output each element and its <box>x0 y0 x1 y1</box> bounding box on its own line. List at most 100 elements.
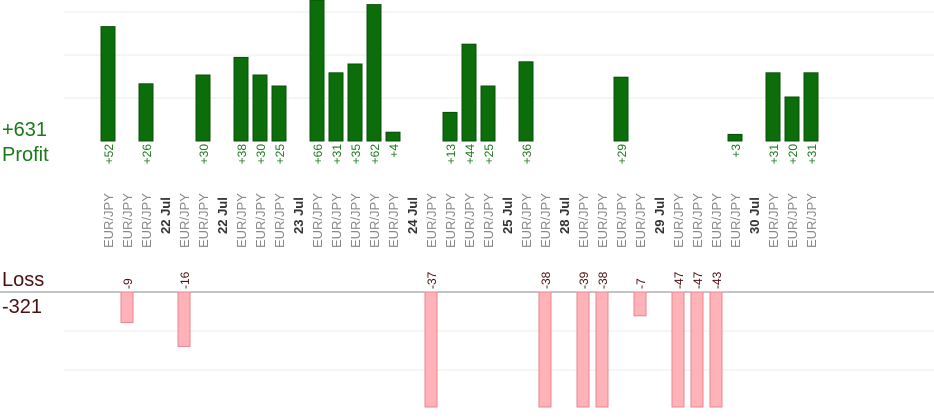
loss-bar <box>424 291 438 408</box>
pair-label: EUR/JPY <box>481 193 496 248</box>
profit-bar <box>309 0 325 142</box>
loss-bar <box>120 291 134 324</box>
profit-bar <box>727 133 743 142</box>
profit-bar <box>252 74 268 142</box>
profit-value-label: +31 <box>330 144 344 165</box>
pair-label: EUR/JPY <box>519 193 534 248</box>
loss-bar <box>177 291 191 347</box>
pair-label: EUR/JPY <box>595 193 610 248</box>
loss-bar <box>538 291 552 408</box>
date-label: 23 Jul <box>291 197 306 234</box>
loss-value-label: -47 <box>672 271 686 289</box>
profit-bar <box>480 85 496 142</box>
profit-value-label: +25 <box>482 144 496 165</box>
pair-label: EUR/JPY <box>139 193 154 248</box>
pair-label: EUR/JPY <box>728 193 743 248</box>
pair-label: EUR/JPY <box>671 193 686 248</box>
bars <box>100 0 819 408</box>
profit-bar <box>347 63 363 142</box>
loss-bar <box>576 291 590 408</box>
value-labels: +52 -9 +26 -16 +30 +38 +30 +25 +66 +31 +35 +62 +4 -37… <box>102 144 819 289</box>
pair-label: EUR/JPY <box>424 193 439 248</box>
date-label: 30 Jul <box>747 197 762 234</box>
loss-value-label: -47 <box>691 271 705 289</box>
profit-value-label: +36 <box>520 144 534 165</box>
profit-value-label: +20 <box>786 144 800 165</box>
loss-value-label: -43 <box>710 271 724 289</box>
profit-value-label: +52 <box>102 144 116 165</box>
total-loss-label: -321 <box>2 296 43 318</box>
profit-value-label: +35 <box>349 144 363 165</box>
profit-title: Profit <box>2 144 49 166</box>
profit-bar <box>100 26 116 142</box>
pair-label: EUR/JPY <box>462 193 477 248</box>
profit-value-label: +3 <box>729 144 743 158</box>
pair-label: EUR/JPY <box>177 193 192 248</box>
total-profit-label: +631 <box>2 119 48 141</box>
profit-value-label: +29 <box>615 144 629 165</box>
loss-bar <box>595 291 609 408</box>
pair-label: EUR/JPY <box>690 193 705 248</box>
profit-bar <box>784 96 800 142</box>
pair-label: EUR/JPY <box>101 193 116 248</box>
pair-label: EUR/JPY <box>633 193 648 248</box>
loss-value-label: -7 <box>634 278 648 289</box>
date-label: 28 Jul <box>557 197 572 234</box>
loss-bar <box>633 291 647 317</box>
profit-bar <box>385 131 401 142</box>
profit-bar <box>138 83 154 142</box>
date-label: 29 Jul <box>652 197 667 234</box>
profit-value-label: +26 <box>140 144 154 165</box>
date-label: 22 Jul <box>215 197 230 234</box>
pair-label: EUR/JPY <box>253 193 268 248</box>
profit-bar <box>461 43 477 142</box>
profit-value-label: +25 <box>273 144 287 165</box>
loss-value-label: -39 <box>577 271 591 289</box>
profit-value-label: +4 <box>387 144 401 158</box>
profit-bar <box>765 72 781 142</box>
date-label: 24 Jul <box>405 197 420 234</box>
pair-label: EUR/JPY <box>538 193 553 248</box>
loss-value-label: -16 <box>178 271 192 289</box>
loss-value-label: -38 <box>596 271 610 289</box>
profit-bar <box>233 56 249 142</box>
profit-value-label: +44 <box>463 144 477 165</box>
pair-label: EUR/JPY <box>120 193 135 248</box>
profit-value-label: +38 <box>235 144 249 165</box>
profit-value-label: +66 <box>311 144 325 165</box>
loss-bar <box>690 291 704 408</box>
pair-label: EUR/JPY <box>576 193 591 248</box>
date-label: 25 Jul <box>500 197 515 234</box>
pair-label: EUR/JPY <box>785 193 800 248</box>
profit-bar <box>328 72 344 142</box>
loss-bar <box>671 291 685 408</box>
pair-label: EUR/JPY <box>367 193 382 248</box>
profit-value-label: +62 <box>368 144 382 165</box>
profit-value-label: +31 <box>805 144 819 165</box>
pair-label: EUR/JPY <box>709 193 724 248</box>
loss-value-label: -37 <box>425 271 439 289</box>
pair-label: EUR/JPY <box>196 193 211 248</box>
pair-label: EUR/JPY <box>386 193 401 248</box>
profit-bar <box>518 61 534 142</box>
profit-bar <box>442 111 458 142</box>
loss-value-label: -9 <box>121 278 135 289</box>
profit-bar <box>271 85 287 142</box>
profit-bar <box>366 4 382 142</box>
pair-label: EUR/JPY <box>766 193 781 248</box>
loss-bar <box>709 291 723 408</box>
pair-label: EUR/JPY <box>329 193 344 248</box>
loss-value-label: -38 <box>539 271 553 289</box>
pair-label: EUR/JPY <box>443 193 458 248</box>
pair-label: EUR/JPY <box>614 193 629 248</box>
profit-value-label: +31 <box>767 144 781 165</box>
pair-label: EUR/JPY <box>310 193 325 248</box>
profit-bar <box>803 72 819 142</box>
profit-bar <box>613 76 629 142</box>
pair-label: EUR/JPY <box>272 193 287 248</box>
profit-value-label: +13 <box>444 144 458 165</box>
pair-label: EUR/JPY <box>234 193 249 248</box>
profit-bar <box>195 74 211 142</box>
